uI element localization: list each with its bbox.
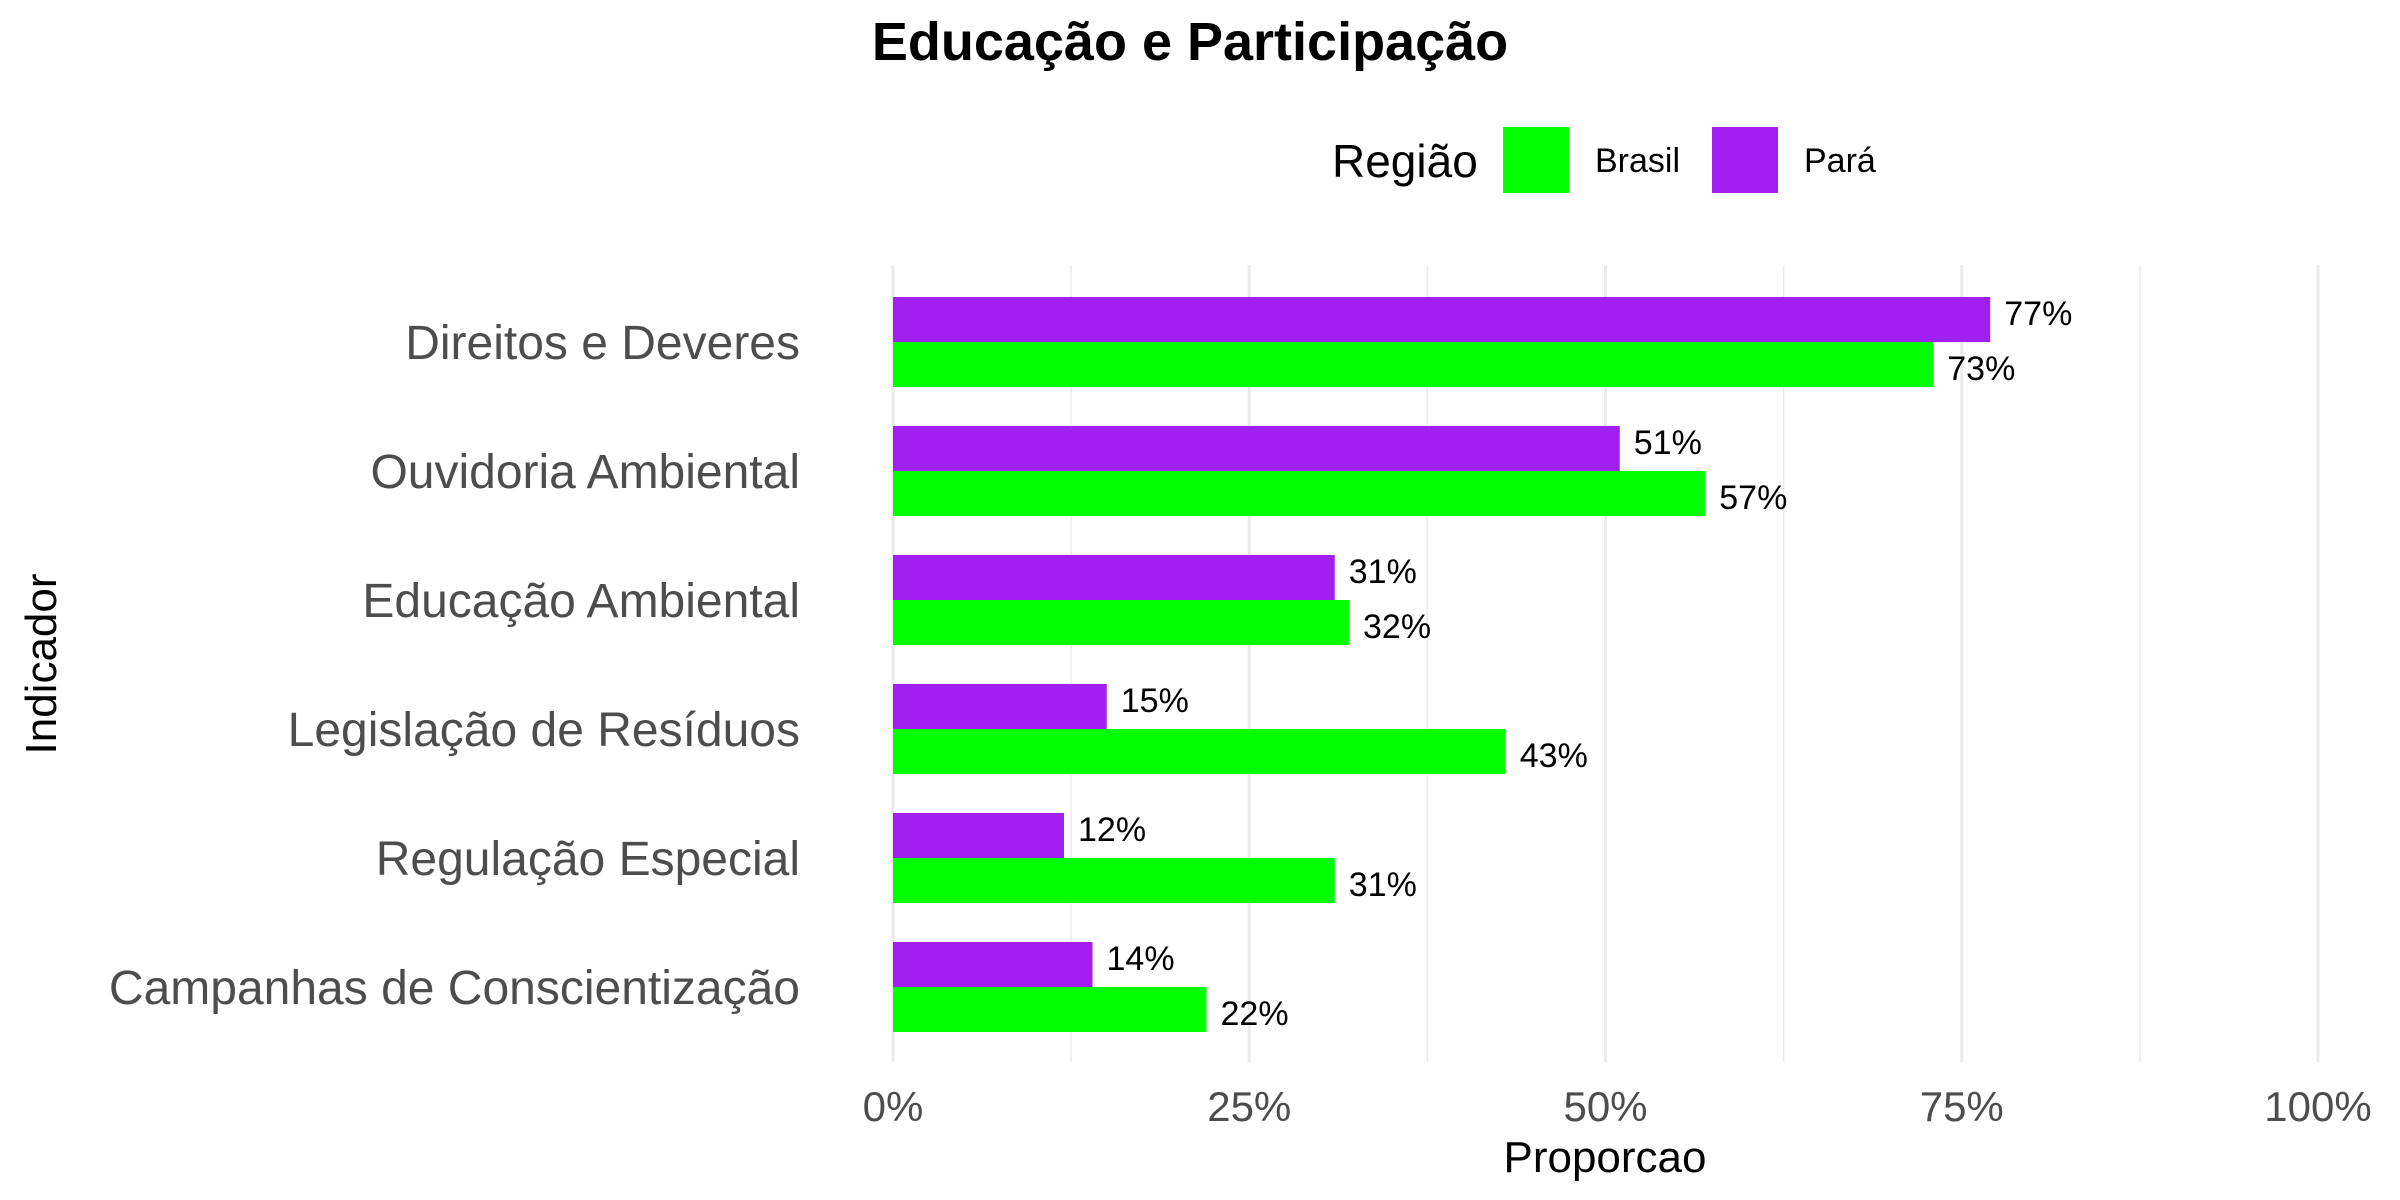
y-axis-title: Indicador xyxy=(17,573,66,754)
legend-key-par- xyxy=(1712,127,1778,193)
data-label-para: 12% xyxy=(1078,811,1146,849)
data-label-brasil: 31% xyxy=(1349,866,1417,904)
bar-para xyxy=(893,684,1107,729)
legend-title: Região xyxy=(1332,135,1478,187)
bars xyxy=(893,297,1991,1032)
x-tick-label: 25% xyxy=(1207,1083,1291,1130)
bar-brasil xyxy=(893,600,1349,645)
grid-lines xyxy=(891,265,2320,1062)
bar-brasil xyxy=(893,471,1706,516)
category-label: Campanhas de Conscientização xyxy=(109,962,800,1015)
x-tick-label: 50% xyxy=(1563,1083,1647,1130)
bar-para xyxy=(893,942,1093,987)
data-label-brasil: 73% xyxy=(1947,350,2015,388)
data-label-brasil: 43% xyxy=(1520,737,1588,775)
data-label-brasil: 32% xyxy=(1363,608,1431,646)
x-tick-label: 75% xyxy=(1920,1083,2004,1130)
bar-para xyxy=(893,297,1991,342)
legend: Região Brasil Pará xyxy=(1332,127,1876,193)
x-tick-label: 100% xyxy=(2264,1083,2371,1130)
data-label-para: 15% xyxy=(1121,682,1189,720)
data-labels: 77% 73% 51% 57% 31% 32% 15% 43% 12% 31% 14% 22% xyxy=(1078,295,2072,1033)
x-axis-tick-labels: 0% 25% 50% 75% 100% xyxy=(863,1083,2372,1130)
category-label: Educação Ambiental xyxy=(362,575,800,628)
bar-para xyxy=(893,813,1064,858)
bar-brasil xyxy=(893,729,1506,774)
category-label: Regulação Especial xyxy=(376,833,800,886)
bar-para xyxy=(893,426,1620,471)
category-label: Ouvidoria Ambiental xyxy=(370,446,800,499)
x-tick-label: 0% xyxy=(863,1083,924,1130)
bar-brasil xyxy=(893,858,1335,903)
x-axis-title: Proporcao xyxy=(1503,1133,1706,1182)
legend-key-brasil xyxy=(1503,127,1569,193)
data-label-para: 31% xyxy=(1349,553,1417,591)
data-label-para: 51% xyxy=(1634,424,1702,462)
legend-label: Pará xyxy=(1804,142,1876,180)
category-label: Direitos e Deveres xyxy=(405,317,800,370)
legend-label: Brasil xyxy=(1595,142,1680,180)
chart-title: Educação e Participação xyxy=(872,12,1508,72)
bar-para xyxy=(893,555,1335,600)
category-label: Legislação de Resíduos xyxy=(288,704,800,757)
y-axis-labels: Direitos e Deveres Ouvidoria Ambiental Edu… xyxy=(109,317,800,1015)
data-label-para: 14% xyxy=(1107,940,1175,978)
data-label-para: 77% xyxy=(2004,295,2072,333)
bar-brasil xyxy=(893,342,1934,387)
data-label-brasil: 22% xyxy=(1221,995,1289,1033)
bar-brasil xyxy=(893,987,1207,1032)
data-label-brasil: 57% xyxy=(1719,479,1787,517)
